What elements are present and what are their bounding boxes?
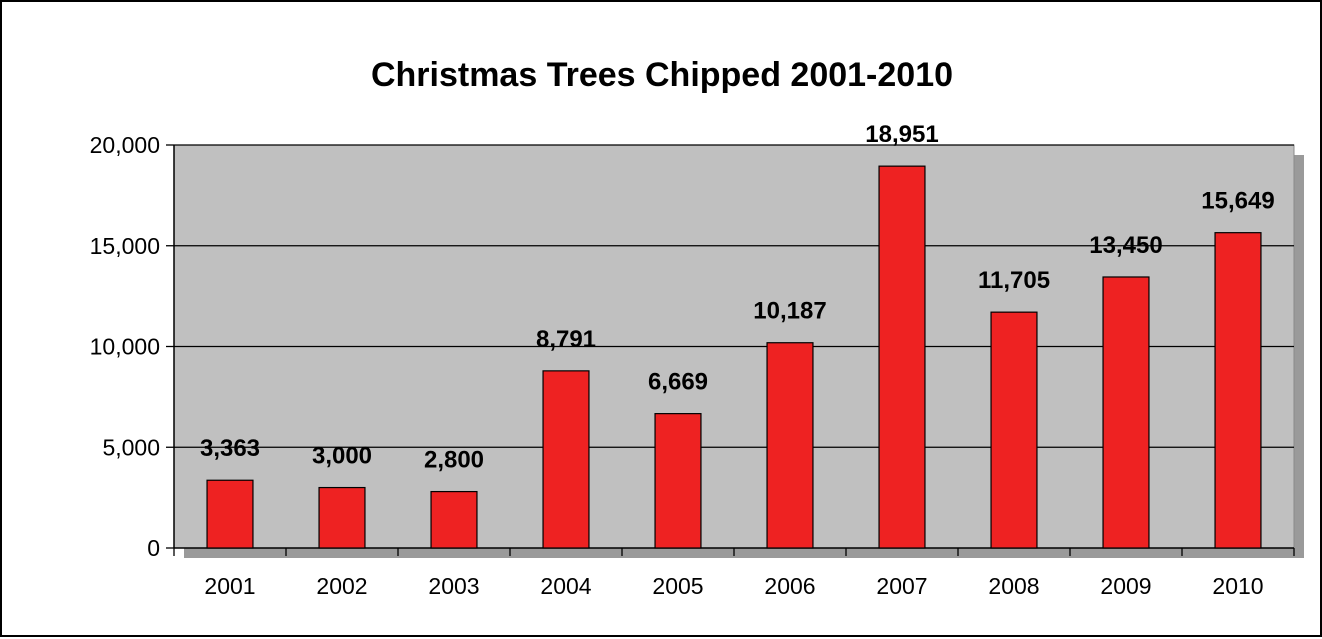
x-tick-label: 2001 [204,573,255,599]
y-tick-label: 15,000 [90,233,160,259]
data-label: 13,450 [1089,232,1162,259]
bar-2004 [542,370,590,549]
x-tick-label: 2005 [652,573,703,599]
x-tick-label: 2009 [1100,573,1151,599]
data-label: 3,363 [200,435,260,462]
bar-2006 [766,342,814,549]
data-labels: 3,363 3,000 2,800 8,791 6,669 10,187 18,951 11,… [200,121,1275,473]
bars [206,165,1262,549]
data-label: 15,649 [1201,188,1274,215]
data-label: 3,000 [312,443,372,470]
bar-2010 [1214,232,1262,549]
bar-2009 [1102,276,1150,549]
x-tick-label: 2006 [764,573,815,599]
x-tick-label: 2003 [428,573,479,599]
data-label: 18,951 [865,121,938,148]
data-label: 11,705 [978,267,1050,294]
data-label: 2,800 [424,447,484,474]
axes: 0 5,000 10,000 15,000 20,000 2001 2002 2003 2004… [90,132,1295,599]
y-tick-label: 5,000 [102,434,160,460]
x-tick-label: 2007 [876,573,927,599]
y-tick-label: 20,000 [90,132,160,158]
bar-2008 [990,311,1038,549]
data-label: 10,187 [753,298,826,325]
x-tick-label: 2010 [1212,573,1263,599]
x-tick-label: 2004 [540,573,591,599]
x-tick-label: 2002 [316,573,367,599]
x-tick-label: 2008 [988,573,1039,599]
bar-2002 [318,486,366,549]
bar-2007 [878,165,926,549]
bar-2003 [430,490,478,549]
data-label: 6,669 [648,369,708,396]
bar-2005 [654,413,702,549]
bar-2001 [206,479,254,549]
y-tick-label: 10,000 [90,334,160,360]
chart-title: Christmas Trees Chipped 2001-2010 [371,56,953,94]
y-tick-label: 0 [147,535,160,561]
data-label: 8,791 [536,326,596,353]
